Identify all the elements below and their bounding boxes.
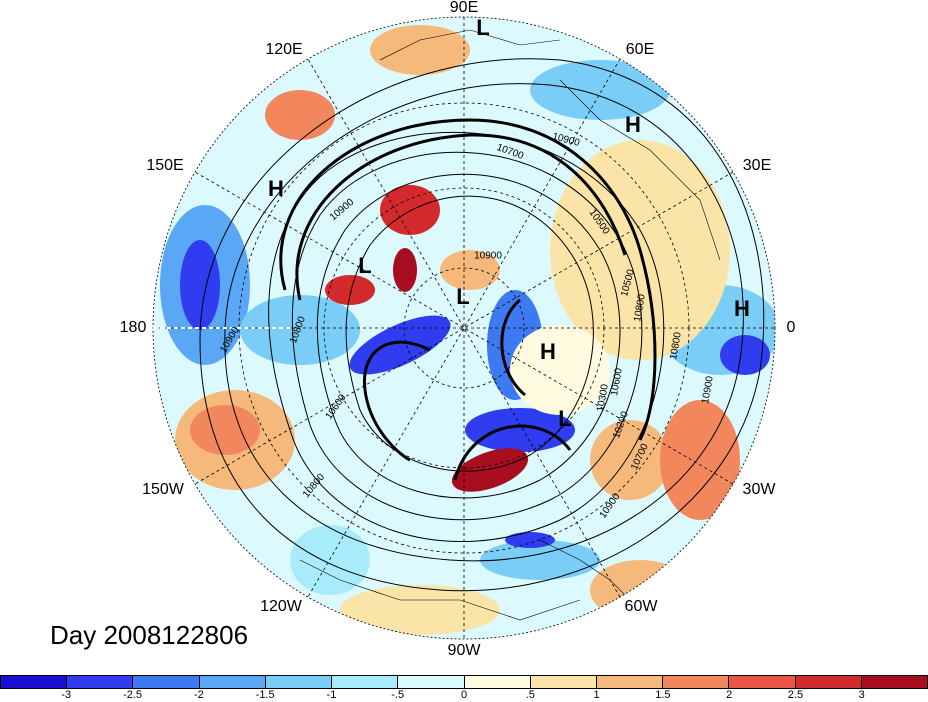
negative-anomaly-region bbox=[530, 60, 670, 120]
positive-anomaly-region bbox=[340, 585, 500, 635]
lon-label-120e: 120E bbox=[265, 41, 303, 58]
jet-contour bbox=[279, 118, 657, 441]
jet-contour bbox=[453, 424, 572, 481]
low-pressure-marker: L bbox=[456, 284, 470, 309]
positive-anomaly-region bbox=[265, 90, 335, 140]
lon-label-60e: 60E bbox=[625, 41, 655, 58]
negative-anomaly-core bbox=[505, 532, 555, 548]
colorbar-segment bbox=[398, 675, 465, 689]
colorbar-segment bbox=[265, 675, 333, 689]
negative-anomaly-band bbox=[349, 315, 451, 375]
colorbar-tick-label: 0 bbox=[460, 689, 468, 701]
jet-contour bbox=[295, 133, 627, 301]
positive-anomaly-region bbox=[370, 25, 470, 75]
meridian-60e-120w bbox=[307, 58, 621, 598]
negative-anomaly-region bbox=[480, 540, 600, 580]
contour-label: 10900 bbox=[474, 250, 502, 262]
negative-anomaly-core bbox=[180, 240, 220, 330]
colorbar-segment bbox=[199, 675, 266, 689]
lon-label-180: 180 bbox=[119, 319, 147, 336]
colorbar-segment bbox=[133, 675, 200, 689]
positive-anomaly-region bbox=[440, 250, 500, 290]
colorbar-segment bbox=[795, 675, 862, 689]
coastline bbox=[379, 29, 561, 61]
colorbar-tick-label: 1.5 bbox=[655, 689, 671, 701]
lon-label-150w: 150W bbox=[142, 481, 184, 498]
low-pressure-marker: L bbox=[358, 253, 372, 278]
lon-label-150e: 150E bbox=[146, 157, 184, 174]
positive-anomaly-core bbox=[393, 248, 417, 292]
height-contour bbox=[224, 83, 744, 562]
colorbar-segment bbox=[861, 675, 928, 689]
coastline bbox=[559, 79, 721, 261]
meridian-60w-120e bbox=[307, 58, 621, 598]
lon-label-0: 0 bbox=[786, 319, 796, 336]
height-contours bbox=[199, 29, 765, 621]
jet-contour bbox=[362, 340, 431, 462]
meridian-30w-150e bbox=[194, 171, 734, 485]
height-contour bbox=[316, 173, 621, 499]
colorbar-tick-label: -3 bbox=[61, 689, 72, 701]
colorbar-segment bbox=[67, 675, 134, 689]
height-contour bbox=[345, 195, 594, 472]
positive-anomaly-region bbox=[510, 325, 610, 415]
negative-anomaly-band bbox=[465, 408, 575, 452]
colorbar-tick-label: 3 bbox=[858, 689, 865, 701]
lon-label-90e: 90E bbox=[449, 0, 479, 16]
colorbar bbox=[0, 675, 928, 689]
positive-anomaly-core bbox=[190, 405, 260, 455]
colorbar-segment bbox=[596, 675, 664, 689]
positive-anomaly-core bbox=[451, 448, 529, 492]
colorbar-tick-label: 2.5 bbox=[787, 689, 804, 701]
height-contour bbox=[199, 58, 765, 592]
colorbar-tick-label: -1.5 bbox=[255, 689, 275, 701]
colorbar-segment bbox=[530, 675, 597, 689]
colorbar-tick-label: 1 bbox=[593, 689, 600, 701]
colorbar-segment bbox=[332, 675, 399, 689]
lon-label-90w: 90W bbox=[447, 642, 481, 659]
lon-label-30w: 30W bbox=[742, 481, 776, 498]
date-title: Day 2008122806 bbox=[50, 620, 249, 650]
height-contour bbox=[291, 151, 643, 521]
high-pressure-marker: H bbox=[734, 296, 750, 321]
colorbar-segment bbox=[464, 675, 531, 689]
colorbar-tick-label: 2 bbox=[726, 689, 733, 701]
low-pressure-marker: L bbox=[558, 406, 572, 431]
high-pressure-marker: H bbox=[625, 112, 641, 137]
positive-anomaly-core bbox=[325, 275, 375, 305]
low-pressure-marker: L bbox=[476, 15, 490, 40]
colorbar-segment bbox=[0, 675, 68, 689]
coastline bbox=[299, 559, 581, 621]
colorbar-tick-label: -2 bbox=[193, 689, 204, 701]
latitude-circle bbox=[403, 267, 525, 389]
negative-anomaly-region bbox=[290, 525, 370, 595]
negative-anomaly-core bbox=[720, 335, 770, 375]
high-pressure-marker: H bbox=[540, 339, 556, 364]
positive-anomaly-region bbox=[660, 400, 740, 520]
colorbar-segment bbox=[729, 675, 796, 689]
positive-anomaly-region bbox=[590, 420, 670, 500]
jet-contour bbox=[500, 298, 526, 397]
positive-anomaly-core bbox=[380, 185, 440, 235]
colorbar-tick-label: -1 bbox=[326, 689, 337, 701]
colorbar-segment bbox=[663, 675, 730, 689]
meridian-30e-150w bbox=[194, 171, 734, 485]
colorbar-tick-label: -.5 bbox=[391, 689, 405, 701]
lon-label-120w: 120W bbox=[260, 598, 302, 615]
negative-anomaly-region bbox=[240, 295, 360, 365]
colorbar-tick-label: -2.5 bbox=[123, 689, 143, 701]
colorbar-tick-label: .5 bbox=[525, 689, 535, 701]
lon-label-30e: 30E bbox=[742, 157, 772, 174]
lon-label-60w: 60W bbox=[624, 598, 658, 615]
high-pressure-marker: H bbox=[268, 176, 284, 201]
graticule bbox=[152, 16, 776, 640]
